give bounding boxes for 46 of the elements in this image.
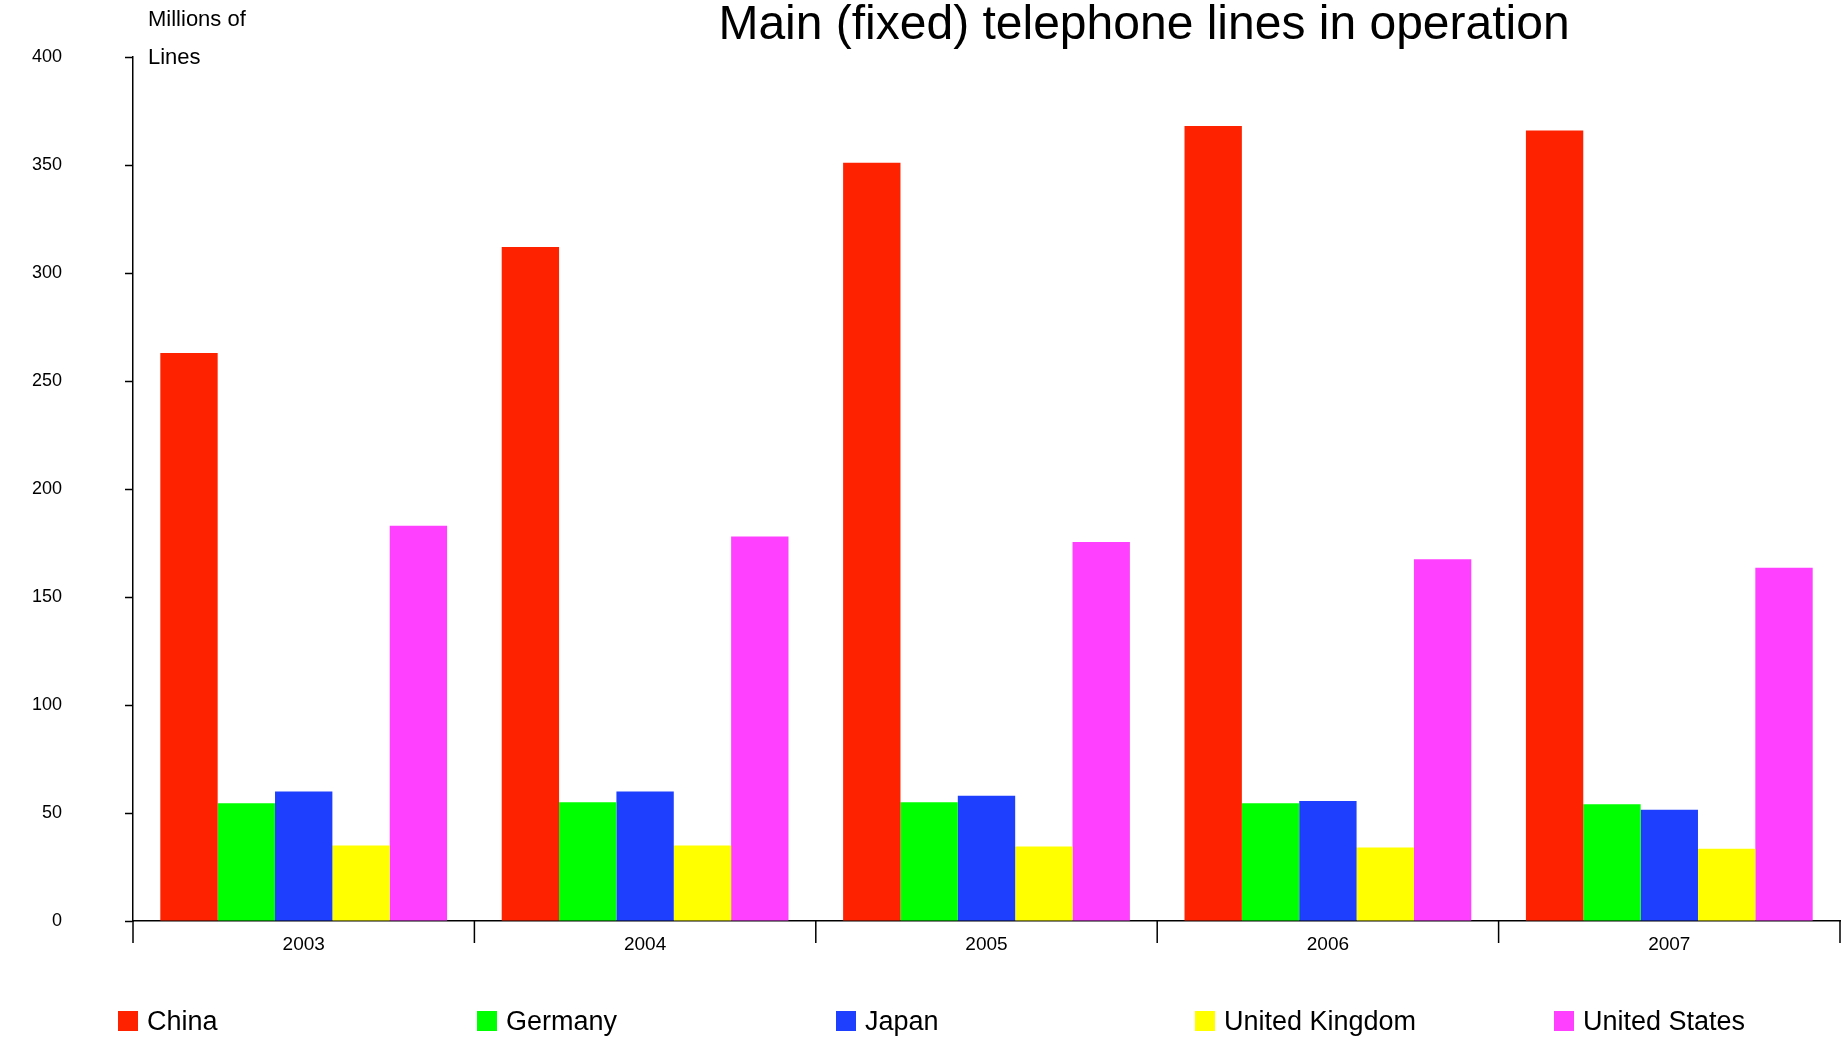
bar bbox=[1184, 126, 1242, 921]
legend-label: Japan bbox=[865, 1005, 939, 1037]
y-tick-label: 50 bbox=[41, 801, 62, 822]
chart-title: Main (fixed) telephone lines in operation bbox=[717, 0, 1571, 50]
y-tick-label: 200 bbox=[31, 477, 62, 498]
y-tick-label: 300 bbox=[31, 261, 62, 282]
x-tick-label: 2006 bbox=[1306, 932, 1350, 954]
legend-label: China bbox=[147, 1005, 218, 1037]
bar bbox=[1583, 804, 1641, 921]
bar bbox=[1413, 559, 1472, 921]
y-tick-label: 350 bbox=[31, 153, 62, 174]
bar bbox=[559, 802, 617, 921]
bar bbox=[1697, 848, 1756, 921]
legend-label: United Kingdom bbox=[1224, 1005, 1417, 1037]
bar bbox=[957, 795, 1016, 921]
bar bbox=[1299, 801, 1357, 921]
bar bbox=[1525, 130, 1584, 921]
bar bbox=[616, 791, 674, 921]
bar bbox=[900, 802, 958, 921]
bar bbox=[501, 247, 560, 921]
bar bbox=[673, 845, 732, 921]
x-tick-label: 2003 bbox=[282, 932, 325, 954]
x-tick-label: 2005 bbox=[965, 932, 1008, 954]
bar bbox=[275, 791, 333, 921]
bar bbox=[731, 536, 789, 921]
y-axis-title: Millions of Lines bbox=[148, 5, 247, 71]
y-tick-label: 0 bbox=[51, 909, 62, 930]
x-tick-label: 2004 bbox=[623, 932, 667, 954]
y-tick-label: 150 bbox=[31, 585, 62, 606]
bar bbox=[217, 803, 276, 921]
y-tick-label: 100 bbox=[31, 693, 62, 714]
bar bbox=[1356, 847, 1414, 921]
bar bbox=[1072, 541, 1130, 921]
bar bbox=[1015, 846, 1073, 921]
bar bbox=[160, 352, 218, 921]
bar bbox=[332, 845, 390, 921]
bar bbox=[1755, 567, 1813, 921]
y-tick-label: 400 bbox=[31, 45, 62, 66]
y-tick-label: 250 bbox=[31, 369, 62, 390]
x-tick-label: 2007 bbox=[1648, 932, 1691, 954]
bar bbox=[843, 162, 901, 921]
bar bbox=[1640, 809, 1698, 921]
legend-label: United States bbox=[1583, 1005, 1746, 1037]
legend-label: Germany bbox=[506, 1005, 618, 1037]
bar bbox=[389, 525, 448, 921]
bar bbox=[1241, 803, 1300, 921]
